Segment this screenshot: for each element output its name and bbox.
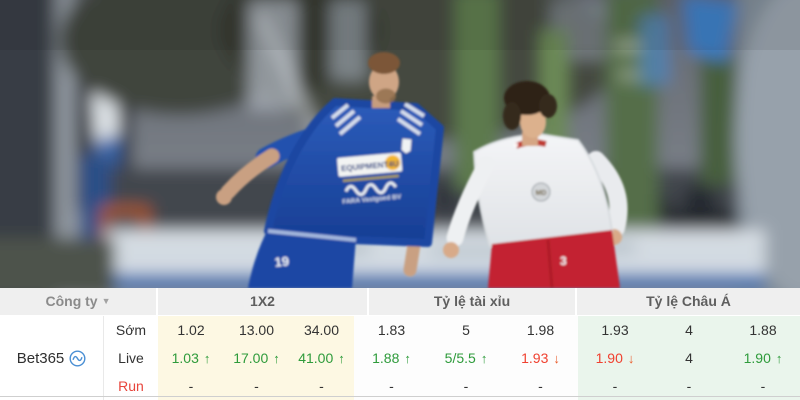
company-header-label: Công ty (45, 293, 98, 309)
odds-cell: 4 (652, 316, 726, 344)
trend-arrow: ↓ (627, 350, 635, 366)
blue-player-hair (368, 52, 400, 74)
bookmaker-name: Bet365 (16, 349, 65, 367)
odds-cell: 34.00 (289, 316, 354, 344)
odds-cell: 1.93 (578, 316, 652, 344)
trend-arrow: ↑ (404, 350, 411, 366)
odds-trend-chart-icon[interactable] (69, 349, 86, 367)
odds-cell: 1.98 (503, 316, 578, 344)
trend-arrow: ↑ (273, 350, 280, 366)
chevron-down-icon: ▼ (101, 296, 111, 306)
odds-cell: - (158, 372, 224, 400)
odds-cell: - (429, 372, 503, 400)
column-header-1x2: 1X2 (158, 288, 369, 316)
column-header-company[interactable]: Công ty ▼ (0, 288, 158, 316)
hummel-chevrons (330, 102, 426, 136)
row-label-live: Live (118, 350, 144, 366)
column-header-over-under: Tỷ lệ tài xỉu (369, 288, 577, 316)
odds-cell: 5 (429, 316, 503, 344)
chest-badge-text: MD (536, 190, 547, 197)
odds-cell: - (224, 372, 289, 400)
odds-cell: 1.93 ↓ (503, 344, 578, 372)
odds-cell: 1.83 (354, 316, 429, 344)
odds-cell: 1.03 ↑ (158, 344, 224, 372)
odds-cell: 1.88 ↑ (354, 344, 429, 372)
odds-cell: 1.90 ↑ (726, 344, 800, 372)
odds-cell: - (289, 372, 354, 400)
blue-player: EQUIPMENT4U FARA Vastgoed BV 19 (216, 52, 444, 288)
chest-badge (531, 182, 551, 202)
odds-cell: 5/5.5 ↑ (429, 344, 503, 372)
row-label-early: Sớm (115, 322, 147, 338)
odds-cell: - (578, 372, 652, 400)
bookmaker-bet365[interactable]: Bet365 (0, 316, 104, 400)
trend-arrow: ↓ (553, 350, 560, 366)
row-label-run: Run (118, 378, 144, 394)
odds-cell: - (354, 372, 429, 400)
odds-cell: 17.00 ↑ (224, 344, 289, 372)
odds-table-body: Bet365 Sớm 1.02 13.00 34.00 1.83 5 1.98 … (0, 316, 800, 400)
odds-cell: 13.00 (224, 316, 289, 344)
odds-table: Công ty ▼ 1X2 Tỷ lệ tài xỉu Tỷ lệ Châu Á… (0, 288, 800, 400)
trend-arrow: ↑ (480, 350, 488, 366)
odds-cell: - (652, 372, 726, 400)
odds-cell: 1.88 (726, 316, 800, 344)
odds-cell: - (503, 372, 578, 400)
jersey-sponsor-panel: EQUIPMENT4U FARA Vastgoed BV (337, 152, 403, 206)
odds-table-header: Công ty ▼ 1X2 Tỷ lệ tài xỉu Tỷ lệ Châu Á (0, 288, 800, 316)
trend-arrow: ↑ (203, 350, 211, 366)
odds-cell: 1.02 (158, 316, 224, 344)
blue-shorts-number: 19 (274, 253, 290, 269)
white-shorts-number: 3 (560, 254, 567, 268)
odds-cell: - (726, 372, 800, 400)
odds-cell: 41.00 ↑ (289, 344, 354, 372)
column-header-asian-handicap: Tỷ lệ Châu Á (577, 288, 800, 316)
trend-arrow: ↑ (775, 350, 783, 366)
photo-background (0, 0, 800, 288)
match-photo: EQUIPMENT4U FARA Vastgoed BV 19 (0, 0, 800, 288)
trend-arrow: ↑ (338, 350, 345, 366)
white-player: MD 3 (443, 81, 628, 288)
match-photo-art: EQUIPMENT4U FARA Vastgoed BV 19 (0, 0, 800, 288)
club-crest (400, 137, 413, 155)
odds-cell: 1.90 ↓ (578, 344, 652, 372)
odds-cell: 4 (652, 344, 726, 372)
